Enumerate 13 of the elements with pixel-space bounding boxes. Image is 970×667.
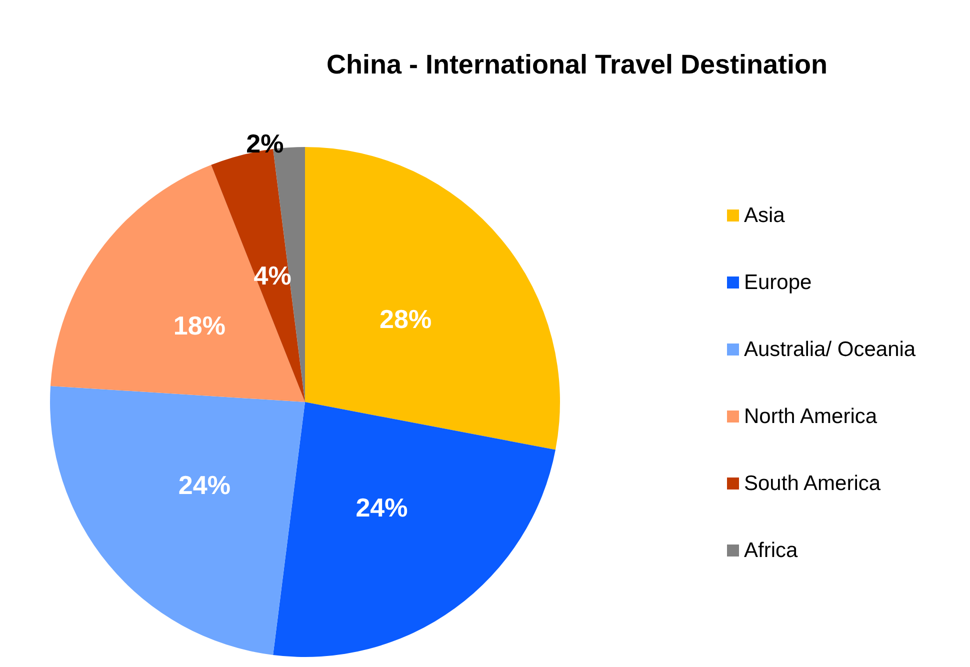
data-label: 24% — [178, 470, 230, 500]
legend-label: Asia — [744, 204, 786, 227]
data-label: 2% — [246, 128, 284, 159]
data-label: 28% — [380, 304, 432, 334]
data-label: 24% — [356, 492, 408, 523]
legend-label: Australia/ Oceania — [744, 338, 916, 361]
legend-label: Europe — [744, 271, 812, 294]
chart-title: China - International Travel Destination — [326, 50, 828, 80]
legend-label: Africa — [744, 539, 798, 562]
legend-label: South America — [744, 472, 881, 495]
legend-label: North America — [744, 405, 878, 428]
data-label: 18% — [173, 310, 226, 340]
data-label: 4% — [254, 260, 292, 291]
